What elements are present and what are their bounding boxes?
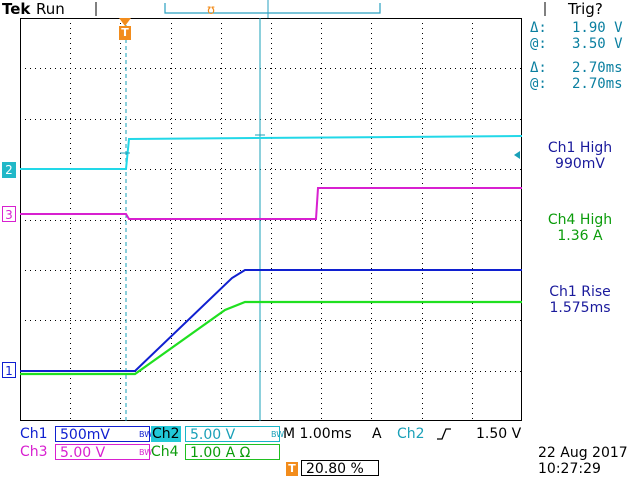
trigger-mode: A (372, 426, 382, 442)
ch3-bw-icon: BW (139, 448, 153, 457)
trigger-state: Trig? (568, 0, 603, 18)
ch1-trace (20, 269, 522, 372)
ch3-scale[interactable]: 5.00 V (55, 444, 150, 461)
rising-edge-icon (437, 428, 451, 440)
ch1-label[interactable]: Ch1 (20, 426, 48, 442)
svg-text:ʊ: ʊ (207, 3, 215, 18)
ch1-bw-icon: BW (139, 430, 153, 439)
trigger-level-marker (514, 151, 520, 159)
trigger-position-icon: T (286, 462, 298, 476)
trigger-arrow-icon (119, 18, 131, 26)
at-t-value: 2.70ms (572, 76, 623, 92)
ch2-trace (20, 135, 522, 170)
ch4-scale[interactable]: 1.00 A Ω (185, 444, 280, 461)
brand-logo: Tek (2, 0, 31, 18)
at-v-symbol: @: (530, 36, 547, 52)
run-state: Run (36, 0, 65, 18)
ch2-scale[interactable]: 5.00 V (185, 426, 280, 443)
date: 22 Aug 2017 (538, 445, 628, 461)
delta-t-symbol: Δ: (530, 60, 547, 76)
ch3-label[interactable]: Ch3 (20, 444, 48, 460)
at-t-symbol: @: (530, 76, 547, 92)
ch3-marker[interactable]: 3 (2, 206, 16, 222)
trigger-source[interactable]: Ch2 (397, 426, 425, 442)
delta-v-value: 1.90 V (572, 20, 623, 36)
time: 10:27:29 (538, 461, 601, 477)
ch2-marker[interactable]: 2 (2, 162, 16, 178)
ch1-scale[interactable]: 500mV (55, 426, 150, 443)
measurement-3-name: Ch1 Rise (549, 284, 611, 300)
delta-t-value: 2.70ms (572, 60, 623, 76)
trigger-position[interactable]: 20.80 % (301, 460, 379, 477)
ch3-trace (20, 187, 522, 220)
ch1-marker[interactable]: 1 (2, 362, 16, 378)
horizontal-position-bar: ʊ (95, 0, 546, 18)
waveform-display[interactable] (20, 18, 522, 421)
measurement-1-value: 990mV (555, 156, 605, 172)
ch2-bw-icon: BW (271, 430, 285, 439)
trigger-t-marker: T (119, 26, 131, 40)
ch4-label[interactable]: Ch4 (151, 444, 179, 460)
measurement-3-value: 1.575ms (549, 300, 611, 316)
timebase[interactable]: M 1.00ms (283, 426, 352, 442)
measurement-1-name: Ch1 High (547, 140, 613, 156)
measurement-2-value: 1.36 A (557, 228, 603, 244)
delta-v-symbol: Δ: (530, 20, 547, 36)
trigger-level[interactable]: 1.50 V (476, 426, 522, 442)
ch2-label[interactable]: Ch2 (151, 426, 181, 442)
measurement-2-name: Ch4 High (547, 212, 613, 228)
ch4-trace (20, 300, 522, 376)
at-v-value: 3.50 V (572, 36, 623, 52)
